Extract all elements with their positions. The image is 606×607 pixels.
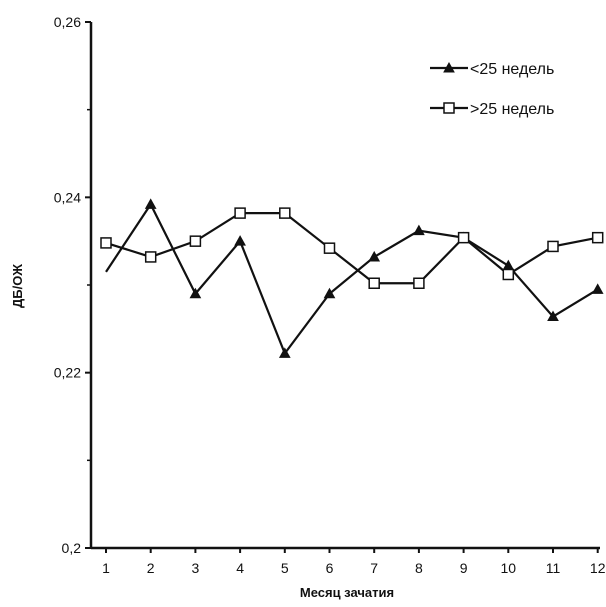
y-tick-label: 0,2 <box>62 540 82 556</box>
triangle-marker <box>189 287 202 299</box>
triangle-marker <box>591 283 604 294</box>
x-tick-label: 8 <box>415 560 423 576</box>
legend-label: <25 недель <box>470 61 554 78</box>
legend-label: >25 недель <box>470 101 554 118</box>
square-marker <box>591 231 604 244</box>
y-axis-title: ДБ/ОЖ <box>10 264 25 308</box>
x-tick-label: 6 <box>326 560 334 576</box>
triangle-marker <box>368 250 381 262</box>
triangle-marker <box>234 235 246 246</box>
triangle-marker <box>144 198 157 209</box>
x-tick-label: 2 <box>147 560 155 576</box>
chart-axes: 0,20,220,240,261 2 3 4 5 6 7 8 9 10 11 12 <box>54 14 606 576</box>
legend-item: >25 недель <box>430 101 554 118</box>
square-marker <box>279 207 291 219</box>
square-marker <box>368 277 380 289</box>
x-tick-label: 9 <box>460 560 468 576</box>
y-tick-label: 0,24 <box>54 189 81 205</box>
square-marker <box>144 251 157 263</box>
triangle-marker <box>323 287 336 299</box>
square-marker <box>234 207 246 219</box>
chart-series <box>100 198 604 358</box>
x-tick-label: 10 <box>501 560 517 576</box>
square-marker <box>502 268 515 281</box>
x-tick-label: 5 <box>281 560 289 576</box>
square-marker <box>189 235 202 247</box>
square-marker <box>323 242 336 254</box>
x-axis-title: Месяц зачатия <box>300 585 394 600</box>
triangle-marker <box>547 310 559 322</box>
x-tick-label: 11 <box>546 560 561 576</box>
chart-legend: <25 недель >25 недель <box>430 61 554 118</box>
triangle-marker <box>502 259 515 271</box>
legend-item: <25 недель <box>430 61 554 78</box>
x-tick-label: 4 <box>236 560 244 576</box>
x-tick-label: 7 <box>370 560 378 576</box>
x-tick-label: 12 <box>590 560 606 576</box>
square-marker <box>413 277 425 289</box>
series-over-25-weeks <box>100 207 604 289</box>
legend-triangle-marker <box>443 61 455 73</box>
x-tick-label: 3 <box>192 560 200 576</box>
x-tick-label: 1 <box>102 560 110 576</box>
series-under-25-weeks <box>105 198 604 358</box>
square-marker <box>457 231 470 244</box>
square-marker <box>547 240 559 253</box>
triangle-marker <box>278 347 291 358</box>
y-tick-label: 0,26 <box>54 14 81 30</box>
y-tick-label: 0,22 <box>54 365 81 381</box>
series-line <box>105 212 598 285</box>
triangle-marker <box>413 224 425 236</box>
square-marker <box>100 237 112 249</box>
series-line <box>105 202 599 356</box>
legend-square-marker <box>443 102 455 114</box>
